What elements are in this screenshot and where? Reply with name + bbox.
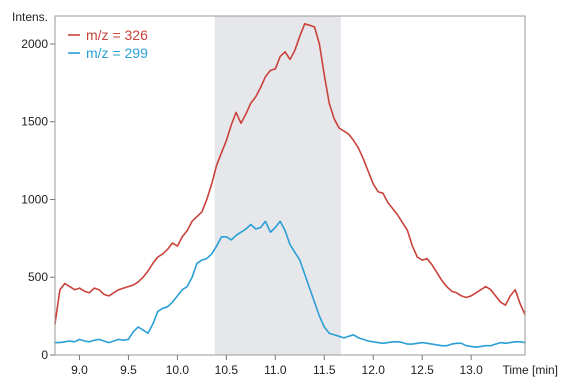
x-tick-label: 10.5 xyxy=(215,363,239,377)
series-line-1 xyxy=(54,220,526,349)
x-tick-label: 9.5 xyxy=(120,363,137,377)
x-tick-label: 11.5 xyxy=(313,363,336,377)
plot-frame xyxy=(54,15,526,356)
y-tick-label: 2000 xyxy=(21,37,48,51)
y-tick-label: 0 xyxy=(41,348,48,362)
x-tick-label: 9.0 xyxy=(71,363,88,377)
y-tick-label: 500 xyxy=(28,270,48,284)
x-tick-label: 12.5 xyxy=(411,363,435,377)
x-tick-label: 10.0 xyxy=(166,363,190,377)
x-tick-label: 12.0 xyxy=(362,363,386,377)
x-tick-label: 11.0 xyxy=(264,363,287,377)
legend-label-0: m/z = 326 xyxy=(86,27,148,43)
highlight-region xyxy=(214,16,341,355)
x-tick-label: 13.0 xyxy=(459,363,483,377)
y-tick-label: 1000 xyxy=(21,192,48,206)
series-layer xyxy=(54,22,526,349)
y-tick-label: 1500 xyxy=(21,115,48,129)
axis-layer: 9.0 9.5 10.0 10.5 11.0 11.5 12.0 12.5 13.0 0 500 10… xyxy=(21,37,483,377)
legend: m/z = 326 m/z = 299 xyxy=(68,27,148,61)
series-line-0 xyxy=(54,22,526,325)
y-axis-label: Intens. xyxy=(12,10,48,24)
legend-label-1: m/z = 299 xyxy=(86,45,148,61)
x-axis-label: Time [min] xyxy=(502,363,558,377)
